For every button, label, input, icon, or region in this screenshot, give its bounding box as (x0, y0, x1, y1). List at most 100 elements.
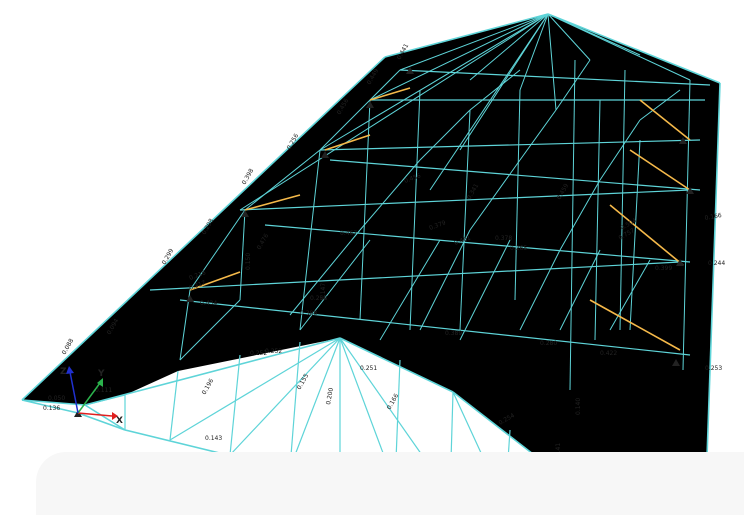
rafter-member[interactable] (547, 13, 591, 61)
web-member[interactable] (559, 249, 601, 331)
gable-web-member[interactable] (169, 337, 341, 441)
post-member[interactable] (409, 89, 421, 331)
gable-web-member[interactable] (229, 337, 341, 456)
support-node[interactable] (406, 67, 414, 74)
web-member[interactable] (519, 249, 561, 331)
rafter-member[interactable] (239, 13, 549, 211)
bracing-member[interactable] (369, 87, 411, 101)
member-stress-label: 0.399 (655, 265, 672, 272)
purlin-member[interactable] (319, 139, 701, 151)
post-member[interactable] (682, 79, 691, 371)
member-stress-label: 0.050 (48, 395, 65, 402)
member-stress-label: 0.200 (325, 387, 335, 405)
support-node[interactable] (366, 101, 374, 108)
web-member[interactable] (639, 89, 681, 121)
post-member[interactable] (459, 109, 471, 331)
web-member[interactable] (555, 59, 591, 111)
bracing-member[interactable] (609, 204, 684, 266)
rafter-member[interactable] (399, 13, 549, 71)
member-stress-label: 0.140 (575, 398, 582, 415)
web-member[interactable] (459, 239, 511, 341)
edge-member[interactable] (84, 404, 126, 431)
web-member[interactable] (319, 99, 371, 151)
web-member[interactable] (179, 299, 241, 361)
member-stress-label: 0.244 (708, 260, 725, 267)
purlin-member[interactable] (179, 299, 691, 356)
support-node[interactable] (321, 151, 329, 158)
member-stress-label: 0.378 (495, 235, 512, 242)
purlin-member[interactable] (399, 69, 711, 86)
post-member[interactable] (594, 99, 601, 341)
rafter-member[interactable] (469, 13, 549, 81)
rafter-member[interactable] (429, 13, 549, 191)
gable-web-member[interactable] (169, 370, 179, 441)
bracing-member[interactable] (639, 99, 691, 141)
post-member[interactable] (514, 89, 521, 301)
bracing-member[interactable] (589, 299, 681, 351)
member-stress-label: 0.389 (445, 330, 462, 337)
web-member[interactable] (609, 259, 651, 331)
edge-member[interactable] (21, 399, 79, 414)
gable-web-member[interactable] (84, 394, 126, 406)
post-member[interactable] (359, 99, 371, 321)
web-member[interactable] (519, 109, 557, 161)
purlin-member[interactable] (239, 189, 691, 211)
edge-member[interactable] (547, 13, 721, 84)
rafter-member[interactable] (547, 13, 557, 111)
web-member[interactable] (369, 69, 401, 101)
web-member[interactable] (469, 159, 521, 231)
edge-member[interactable] (21, 56, 386, 401)
web-member[interactable] (189, 209, 246, 291)
axis-triad[interactable]: X Y Z (60, 366, 123, 426)
edge-member[interactable] (77, 412, 126, 431)
web-member[interactable] (359, 159, 421, 231)
purlin-member[interactable] (329, 159, 701, 191)
edge-member[interactable] (704, 82, 721, 516)
x-axis-arrow (77, 412, 113, 417)
post-member[interactable] (629, 139, 641, 331)
web-member[interactable] (599, 119, 641, 181)
support-node[interactable] (686, 187, 694, 194)
z-axis-arrowhead (66, 366, 74, 374)
member-stress-label: 0.258 (310, 295, 327, 302)
bracing-member[interactable] (629, 149, 691, 191)
edge-member[interactable] (384, 13, 549, 58)
web-member[interactable] (289, 229, 361, 316)
web-member[interactable] (299, 239, 371, 331)
post-member[interactable] (239, 209, 246, 301)
edge-member[interactable] (84, 337, 341, 406)
rafter-member[interactable] (369, 13, 549, 101)
edge-member[interactable] (21, 399, 86, 406)
web-member[interactable] (244, 149, 321, 211)
gable-web-member[interactable] (289, 337, 341, 469)
purlin-member[interactable] (264, 224, 691, 263)
support-node[interactable] (186, 295, 194, 302)
support-node[interactable] (672, 359, 680, 366)
y-axis-label: Y (97, 369, 105, 379)
member-stress-label: 0.422 (600, 350, 617, 357)
support-node[interactable] (679, 137, 687, 144)
support-node[interactable] (241, 210, 249, 217)
rafter-member[interactable] (319, 13, 549, 151)
rafter-member[interactable] (519, 13, 549, 91)
x-axis-label: X (116, 416, 123, 426)
rafter-member[interactable] (547, 13, 691, 81)
support-node[interactable] (676, 259, 684, 266)
web-member[interactable] (469, 69, 521, 111)
bracing-member[interactable] (189, 271, 241, 291)
bracing-member[interactable] (244, 194, 301, 211)
member-stress-label: 0.388 (300, 310, 317, 317)
post-member[interactable] (619, 69, 626, 331)
web-member[interactable] (559, 179, 601, 251)
web-member[interactable] (419, 109, 471, 161)
bracing-member[interactable] (324, 134, 371, 151)
post-member[interactable] (299, 149, 321, 331)
member-stress-label: 0.280 (540, 340, 557, 347)
web-member[interactable] (379, 239, 441, 341)
gable-web-member[interactable] (229, 354, 241, 456)
post-member[interactable] (569, 59, 576, 391)
web-member[interactable] (419, 229, 471, 331)
edge-member[interactable] (339, 337, 454, 393)
